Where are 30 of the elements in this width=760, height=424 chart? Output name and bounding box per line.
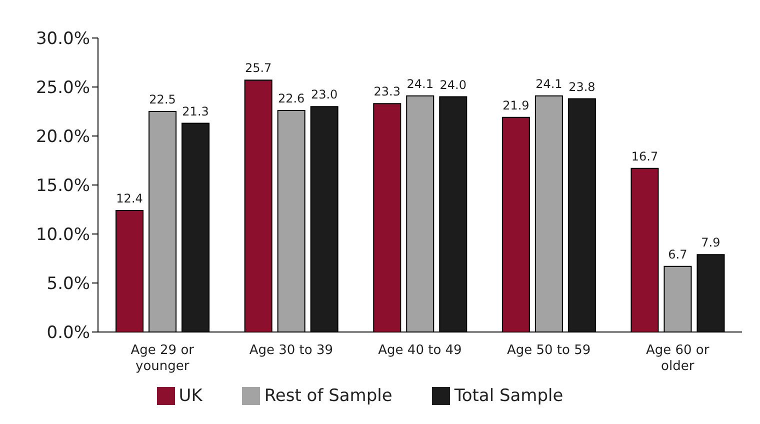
legend-label: UK xyxy=(178,386,202,406)
x-tick-label: Age 29 or younger xyxy=(130,343,195,374)
data-label: 21.9 xyxy=(502,98,530,112)
x-tick-label: Age 50 to 59 xyxy=(506,343,591,358)
legend-label: Total Sample xyxy=(454,386,564,406)
data-label: 23.8 xyxy=(568,80,596,94)
data-label: 25.7 xyxy=(244,61,272,76)
x-tick-label: Age 40 to 49 xyxy=(378,343,462,358)
y-tick-label: 20.0% xyxy=(36,127,90,148)
data-label: 23.0 xyxy=(310,88,338,102)
y-tick-label: 10.0% xyxy=(36,225,90,246)
y-tick-label: 25.0% xyxy=(36,78,90,98)
data-label: 21.3 xyxy=(182,104,209,118)
data-label: 24.1 xyxy=(536,76,562,91)
data-label: 16.7 xyxy=(631,149,658,164)
data-label: 6.7 xyxy=(668,247,688,262)
legend-label: Rest of Sample xyxy=(264,386,392,406)
data-label: 22.5 xyxy=(149,92,176,106)
data-label: 7.9 xyxy=(701,236,720,250)
y-tick-label: 0.0% xyxy=(46,323,90,344)
data-label: 24.1 xyxy=(406,76,434,91)
data-label: 12.4 xyxy=(116,191,143,206)
y-tick-label: 15.0% xyxy=(36,176,90,196)
data-label: 22.6 xyxy=(278,92,305,106)
x-tick-label: Age 30 to 39 xyxy=(249,343,334,358)
data-label: 24.0 xyxy=(440,78,466,92)
y-tick-label: 30.0% xyxy=(36,29,90,50)
y-tick-label: 5.0% xyxy=(46,274,90,294)
data-label: 23.3 xyxy=(374,84,400,99)
x-tick-label: Age 60 or older xyxy=(646,343,710,374)
